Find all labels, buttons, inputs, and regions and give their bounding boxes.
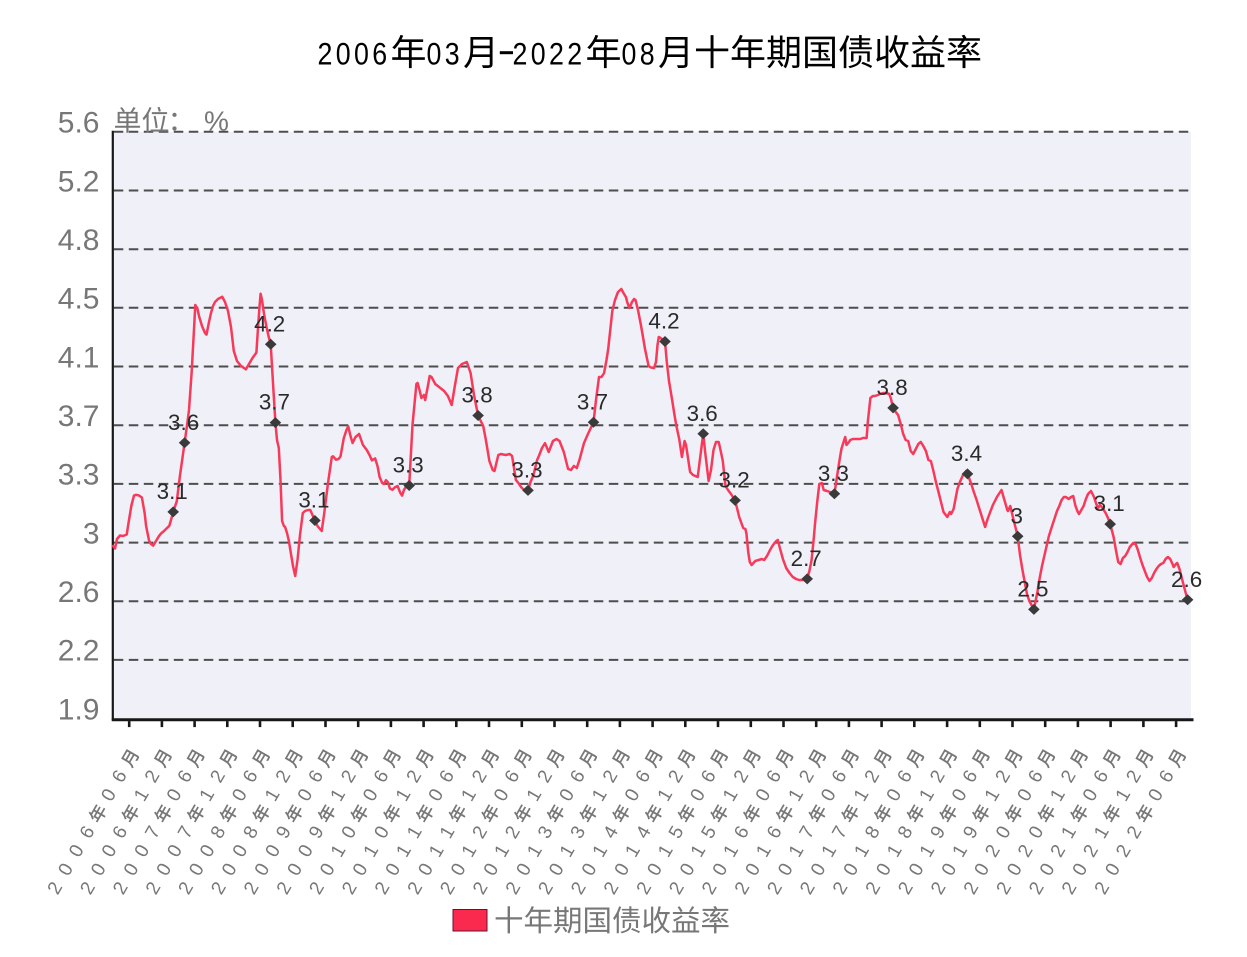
svg-text:3.1: 3.1 [157, 479, 188, 504]
svg-text:1.9: 1.9 [58, 693, 100, 726]
svg-text:2006: 2006 [318, 38, 391, 72]
svg-text:3.7: 3.7 [58, 400, 100, 433]
svg-text:08: 08 [622, 38, 659, 72]
svg-text:%: % [204, 106, 229, 137]
svg-text:2.7: 2.7 [791, 546, 822, 571]
svg-text:5.2: 5.2 [58, 165, 100, 198]
svg-text:3.7: 3.7 [259, 390, 290, 415]
svg-text:3.3: 3.3 [58, 459, 100, 492]
svg-text:3.2: 3.2 [719, 468, 750, 493]
svg-text:3.1: 3.1 [298, 488, 329, 513]
svg-text:3: 3 [1010, 503, 1022, 528]
svg-text:5.6: 5.6 [58, 107, 100, 140]
svg-text:03: 03 [427, 38, 464, 72]
svg-text:3.4: 3.4 [951, 441, 982, 466]
svg-text:3.6: 3.6 [687, 401, 718, 426]
svg-text:2.6: 2.6 [58, 576, 100, 609]
svg-text:3.1: 3.1 [1094, 491, 1125, 516]
svg-text:4.1: 4.1 [58, 341, 100, 374]
svg-text:2.2: 2.2 [58, 635, 100, 668]
svg-text:4.8: 4.8 [58, 224, 100, 257]
svg-text:4.2: 4.2 [254, 311, 285, 336]
svg-text:3.3: 3.3 [511, 458, 542, 483]
svg-text:3.6: 3.6 [168, 410, 199, 435]
svg-text:3: 3 [83, 517, 100, 550]
svg-text:2.6: 2.6 [1171, 567, 1202, 592]
svg-text:4.2: 4.2 [648, 309, 679, 334]
svg-text:3.8: 3.8 [462, 383, 493, 408]
svg-text:3.3: 3.3 [818, 461, 849, 486]
svg-text:3.7: 3.7 [577, 389, 608, 414]
svg-text:3.3: 3.3 [393, 453, 424, 478]
svg-text:2022: 2022 [513, 38, 586, 72]
svg-text:4.5: 4.5 [58, 283, 100, 316]
svg-text:3.8: 3.8 [877, 375, 908, 400]
svg-text:2.5: 2.5 [1017, 577, 1048, 602]
